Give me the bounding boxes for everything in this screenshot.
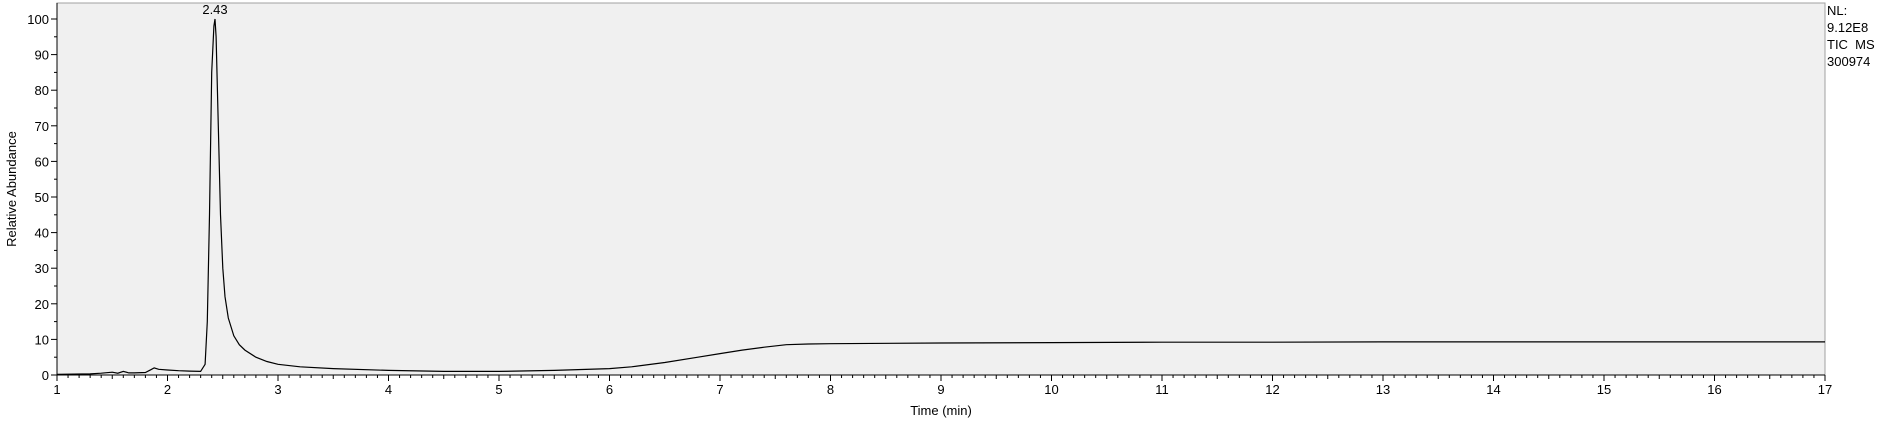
nl-label: NL: xyxy=(1827,3,1848,18)
x-tick-label: 15 xyxy=(1597,382,1611,397)
x-tick-label: 3 xyxy=(274,382,281,397)
nl-value: 9.12E8 xyxy=(1827,20,1869,35)
y-tick-label: 40 xyxy=(35,226,49,241)
x-axis-ticks: 1 2 3 4 5 6 7 8 9 10 11 12 13 14 15 16 17 xyxy=(53,375,1832,397)
x-axis-label: Time (min) xyxy=(910,403,972,418)
normalization-info: NL: 9.12E8 TIC MS 300974 xyxy=(1827,2,1875,70)
x-tick-label: 16 xyxy=(1707,382,1721,397)
trace-label: TIC MS xyxy=(1827,37,1875,52)
y-tick-label: 80 xyxy=(35,83,49,98)
y-tick-label: 20 xyxy=(35,297,49,312)
x-tick-label: 10 xyxy=(1044,382,1058,397)
x-tick-label: 6 xyxy=(606,382,613,397)
x-tick-label: 7 xyxy=(716,382,723,397)
peak-label: 2.43 xyxy=(202,2,227,17)
y-tick-label: 30 xyxy=(35,261,49,276)
x-tick-label: 9 xyxy=(937,382,944,397)
x-tick-label: 13 xyxy=(1376,382,1390,397)
x-tick-label: 4 xyxy=(385,382,392,397)
x-tick-label: 5 xyxy=(495,382,502,397)
y-tick-label: 100 xyxy=(27,12,49,27)
x-tick-label: 8 xyxy=(827,382,834,397)
x-tick-label: 14 xyxy=(1486,382,1500,397)
x-tick-label: 12 xyxy=(1265,382,1279,397)
x-tick-label: 17 xyxy=(1818,382,1832,397)
y-tick-label: 10 xyxy=(35,332,49,347)
y-tick-label: 70 xyxy=(35,119,49,134)
x-tick-label: 11 xyxy=(1155,382,1169,397)
x-tick-label: 1 xyxy=(53,382,60,397)
plot-area xyxy=(56,2,1826,376)
tic-trace-line xyxy=(56,18,1825,375)
y-tick-label: 90 xyxy=(35,48,49,63)
y-axis-label: Relative Abundance xyxy=(4,131,19,247)
y-axis-ticks: 0 10 20 30 40 50 60 70 80 90 100 xyxy=(27,12,57,383)
file-label: 300974 xyxy=(1827,54,1871,69)
x-tick-label: 2 xyxy=(164,382,171,397)
y-tick-label: 60 xyxy=(35,154,49,169)
y-tick-label: 50 xyxy=(35,190,49,205)
y-tick-label: 0 xyxy=(42,368,49,383)
